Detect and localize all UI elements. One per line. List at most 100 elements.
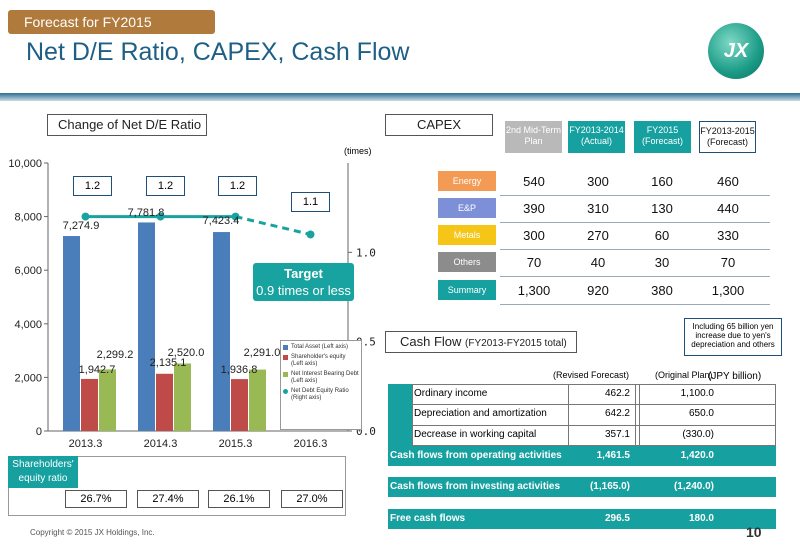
legend-item: Shareholder's equity (Left axis)	[283, 354, 359, 368]
capex-segment-ep: E&P	[438, 198, 496, 218]
cashflow-item-original: 1,100.0	[680, 388, 714, 399]
bar-label-debt-2015: 2,291.0	[243, 347, 281, 359]
de-ratio-title: Change of Net D/E Ratio	[47, 114, 207, 136]
cashflow-investing-label: Cash flows from investing activities	[390, 481, 561, 492]
cashflow-items-table	[412, 384, 776, 446]
equity-ratio-2015: 26.1%	[208, 490, 270, 508]
cashflow-row-divider	[412, 425, 776, 426]
cashflow-col-revised: (Revised Forecast)	[553, 370, 630, 380]
cashflow-item-original: 650.0	[688, 408, 714, 419]
ratio-label-2013: 1.2	[73, 176, 112, 196]
cashflow-item-label: Depreciation and amortization	[414, 408, 547, 419]
capex-value: 60	[654, 228, 670, 243]
section-tag: Forecast for FY2015	[8, 10, 215, 34]
de-ratio-forecast-line	[235, 215, 311, 236]
cashflow-operating-original: 1,420.0	[680, 450, 714, 461]
x-tick-label: 2016.3	[294, 438, 328, 450]
cashflow-col-divider	[639, 384, 640, 446]
capex-value: 460	[717, 174, 739, 189]
bar-label-debt-2013: 2,299.2	[96, 349, 134, 361]
capex-note: Including 65 billion yen increase due to…	[684, 318, 782, 356]
capex-value: 540	[523, 174, 545, 189]
bar-2-2	[249, 369, 266, 431]
equity-ratio-2013: 26.7%	[65, 490, 127, 508]
capex-value: 1,300	[711, 283, 745, 298]
capex-segment-metals: Metals	[438, 225, 496, 245]
cashflow-item-label: Ordinary income	[414, 388, 488, 399]
x-tick-label: 2015.3	[219, 438, 253, 450]
x-tick-label: 2013.3	[69, 438, 103, 450]
cashflow-operating-label: Cash flows from operating activities	[390, 450, 562, 461]
legend-label: Shareholder's equity (Left axis)	[291, 354, 346, 367]
capex-row-divider	[500, 222, 770, 223]
company-logo: JX	[708, 23, 764, 79]
y-tick-label: 0	[36, 426, 42, 438]
legend-label: Net Interest Bearing Debt (Left axis)	[291, 371, 359, 384]
cashflow-unit: (JPY billion)	[708, 371, 762, 382]
y-tick-label: 6,000	[14, 265, 42, 277]
capex-value: 390	[523, 201, 545, 216]
target-text: 0.9 times or less	[256, 283, 351, 298]
bar-0-1	[138, 222, 155, 431]
cashflow-subtitle: (FY2013-FY2015 total)	[465, 338, 567, 349]
target-callout: Target 0.9 times or less	[253, 263, 354, 301]
legend-item: Total Asset (Left axis)	[283, 344, 359, 351]
cashflow-item-label: Decrease in working capital	[414, 429, 537, 440]
legend-swatch	[283, 372, 288, 377]
capex-value: 70	[720, 255, 736, 270]
capex-value: 920	[587, 283, 609, 298]
capex-value: 330	[717, 228, 739, 243]
cashflow-item-revised: 357.1	[604, 429, 630, 440]
capex-header-midterm: 2nd Mid-Term Plan	[505, 121, 562, 153]
legend-swatch	[283, 389, 288, 394]
legend-item: Net Debt Equity Ratio (Right axis)	[283, 388, 359, 402]
equity-ratio-label: Shareholders' equity ratio	[8, 456, 78, 488]
bar-label-equity-2015: 1,936.8	[220, 364, 258, 376]
cashflow-operating-row: Cash flows from operating activities 1,4…	[388, 446, 776, 466]
capex-segment-others: Others	[438, 252, 496, 272]
legend-item: Net Interest Bearing Debt (Left axis)	[283, 371, 359, 385]
capex-value: 40	[590, 255, 606, 270]
y2-tick-label: 1.0	[356, 246, 376, 259]
cashflow-free-revised: 296.5	[604, 513, 630, 524]
capex-value: 1,300	[517, 283, 551, 298]
de-ratio-point-2	[231, 212, 240, 221]
bar-2-0	[99, 369, 116, 431]
capex-row-divider	[500, 304, 770, 305]
bar-label-total-asset-2014: 7,781.8	[127, 207, 165, 219]
bar-label-equity-2013: 1,942.7	[78, 364, 116, 376]
capex-value: 130	[651, 201, 673, 216]
capex-value: 300	[523, 228, 545, 243]
capex-value: 440	[717, 201, 739, 216]
bar-label-total-asset-2013: 7,274.9	[62, 220, 100, 232]
cashflow-free-label: Free cash flows	[390, 513, 466, 524]
equity-ratio-2016: 27.0%	[281, 490, 343, 508]
bar-label-debt-2014: 2,520.0	[167, 347, 205, 359]
capex-header-fy2013-2014: FY2013-2014 (Actual)	[568, 121, 625, 153]
cashflow-investing-revised: (1,165.0)	[589, 481, 630, 492]
y-tick-label: 10,000	[8, 158, 42, 170]
cashflow-free-original: 180.0	[688, 513, 714, 524]
capex-row-divider	[500, 195, 770, 196]
cashflow-col-divider	[568, 384, 569, 446]
cashflow-investing-original: (1,240.0)	[673, 481, 714, 492]
de-ratio-point-3	[306, 230, 315, 239]
cashflow-row-divider	[412, 404, 776, 405]
right-axis-unit: (times)	[344, 146, 372, 156]
cashflow-col-original: (Original Plan)	[655, 370, 713, 380]
y-tick-label: 8,000	[14, 212, 42, 224]
legend-swatch	[283, 355, 288, 360]
cashflow-operating-revised: 1,461.5	[596, 450, 630, 461]
cashflow-col-divider	[635, 384, 636, 446]
de-ratio-point-0	[81, 212, 90, 221]
chart-legend: Total Asset (Left axis) Shareholder's eq…	[280, 340, 362, 430]
logo-text: JX	[723, 40, 749, 62]
capex-value: 30	[654, 255, 670, 270]
x-tick-label: 2014.3	[144, 438, 178, 450]
cashflow-title-text: Cash Flow	[400, 334, 462, 349]
ratio-label-2014: 1.2	[146, 176, 185, 196]
capex-value: 70	[526, 255, 542, 270]
legend-swatch	[283, 345, 288, 350]
bar-1-0	[81, 378, 98, 431]
capex-row-divider	[500, 249, 770, 250]
